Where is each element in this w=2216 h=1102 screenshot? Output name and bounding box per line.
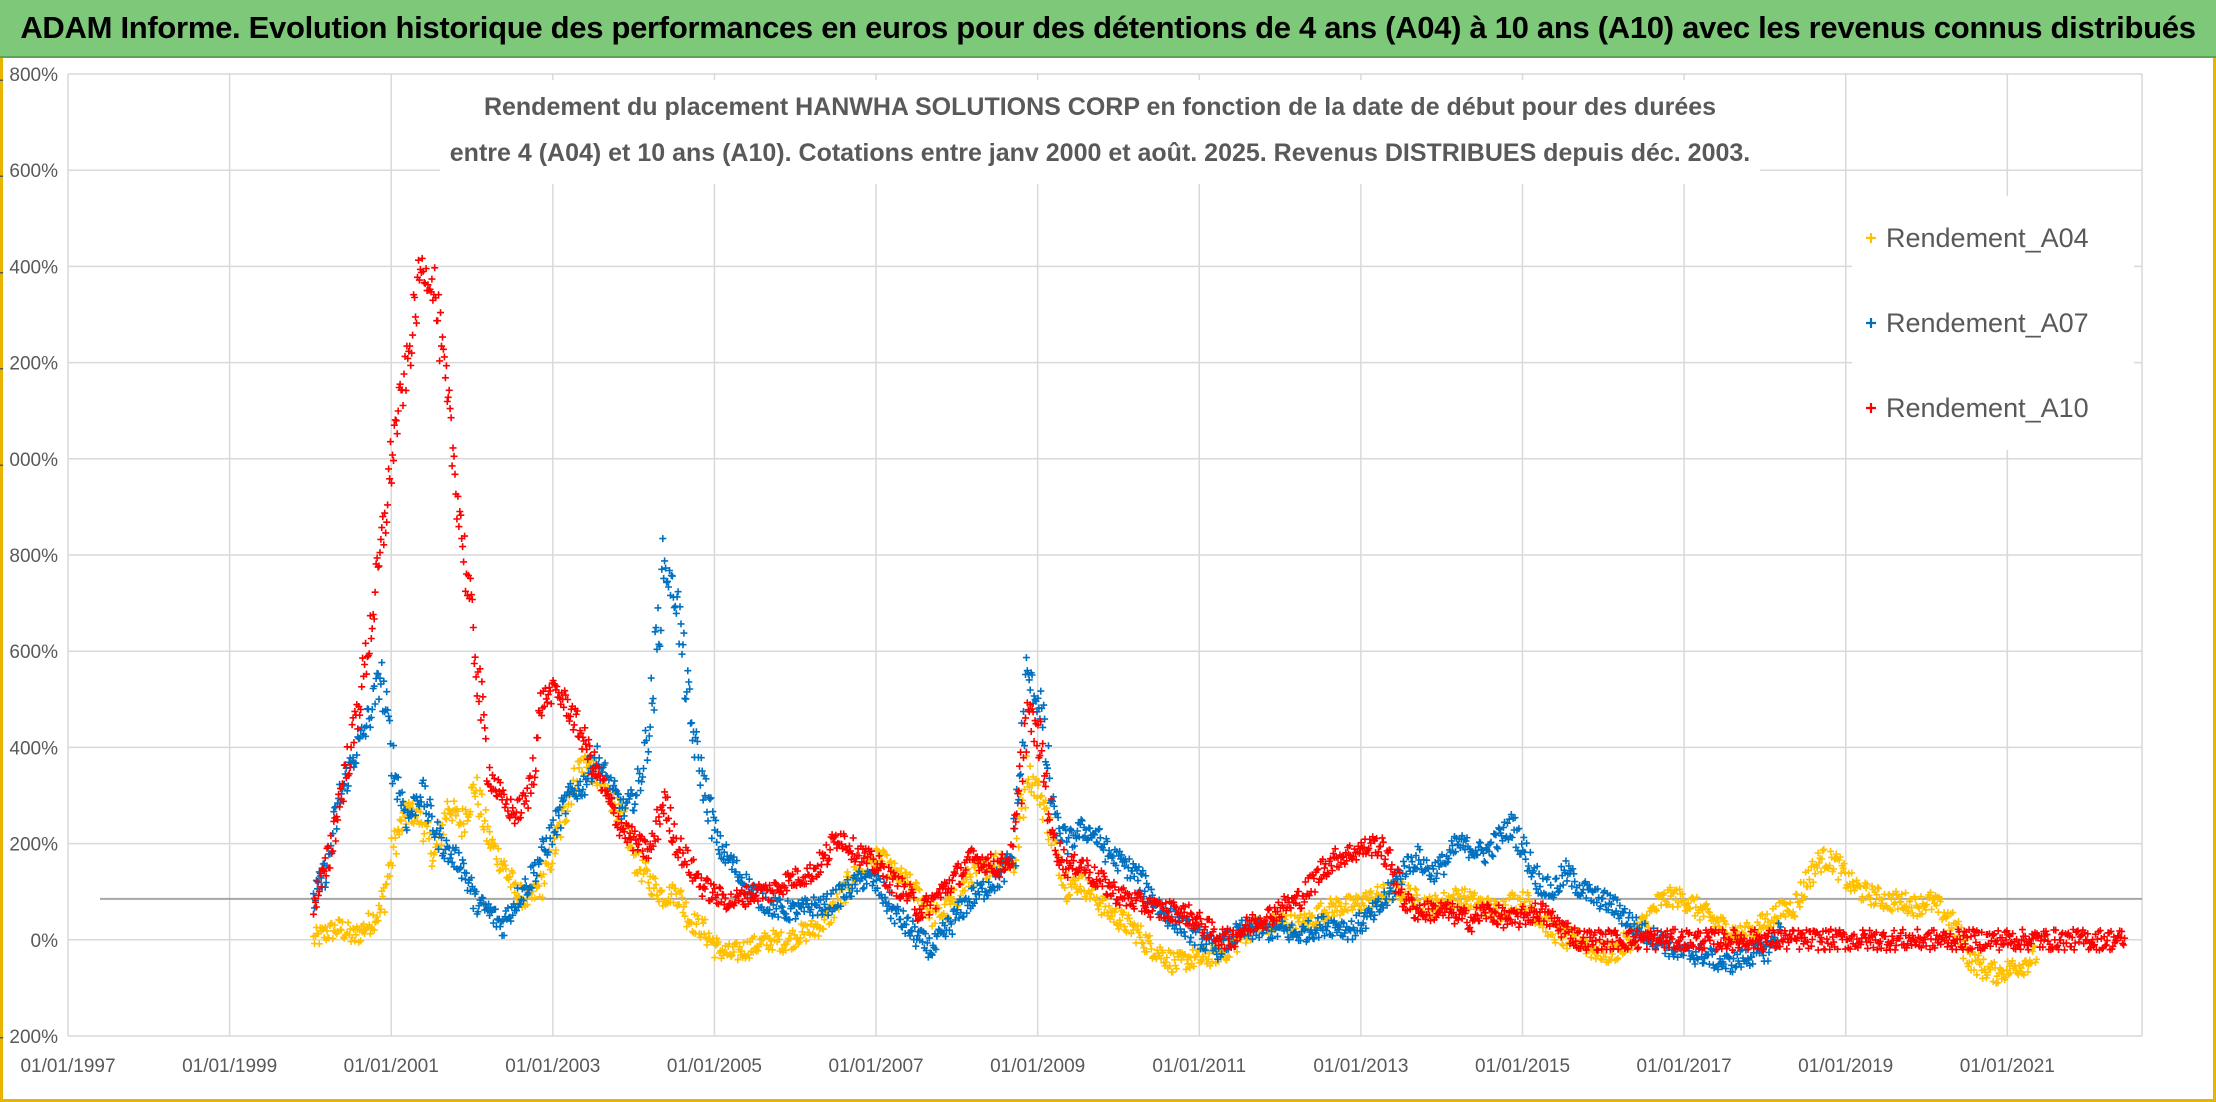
x-tick-label: 01/01/1999 [182,1056,277,1077]
series-markers [310,535,1785,976]
y-tick-label: 400% [9,738,58,759]
x-tick-label: 01/01/2001 [344,1056,439,1077]
legend-label: Rendement_A04 [1886,223,2089,253]
x-tick-label: 01/01/2003 [505,1056,600,1077]
legend-label: Rendement_A07 [1886,308,2089,338]
series-markers [310,745,2040,987]
x-tick-label: 01/01/2007 [829,1056,924,1077]
y-tick-label: 1 800% [0,65,58,86]
series-markers [310,254,2129,954]
x-tick-label: 01/01/2013 [1313,1056,1408,1077]
x-tick-label: 01/01/2017 [1637,1056,1732,1077]
axes: - 200% 0% 200% 400% 600% 800% 1 000% 1 200% 1 40… [0,65,2055,1077]
chart-title-background [440,80,1760,184]
legend-item: Rendement_A04 [1866,223,2089,253]
gridlines [67,73,2143,1037]
x-tick-label: 01/01/2015 [1475,1056,1570,1077]
chart-title-line-1: Rendement du placement HANWHA SOLUTIONS … [484,93,1716,121]
y-tick-label: 600% [9,642,58,663]
x-tick-label: 01/01/1997 [20,1056,115,1077]
x-tick-label: 01/01/2021 [1960,1056,2055,1077]
legend-label: Rendement_A10 [1886,393,2089,423]
series-Rendement_A07 [310,535,1785,976]
series-Rendement_A04 [310,745,2040,987]
legend-marker [1866,318,1876,328]
legend-item: Rendement_A10 [1866,393,2089,423]
x-tick-label: 01/01/2009 [990,1056,1085,1077]
y-tick-label: 1 000% [0,450,58,471]
series-layer [310,254,2129,987]
y-tick-label: 200% [9,835,58,856]
chart-title-line-2: entre 4 (A04) et 10 ans (A10). Cotations… [450,139,1750,167]
x-tick-label: 01/01/2019 [1798,1056,1893,1077]
series-Rendement_A10 [310,254,2129,954]
y-tick-label: 0% [31,931,59,952]
y-tick-label: 800% [9,546,58,567]
banner: ADAM Informe. Evolution historique des p… [0,0,2216,58]
legend-marker [1866,233,1876,243]
x-tick-label: 01/01/2005 [667,1056,762,1077]
chart-title-box: Rendement du placement HANWHA SOLUTIONS … [440,80,1760,184]
legend: Rendement_A04 Rendement_A07 Rendement_A10 [1852,196,2134,450]
y-tick-label: - 200% [0,1027,58,1048]
banner-title: ADAM Informe. Evolution historique des p… [20,10,2196,45]
y-tick-label: 1 200% [0,354,58,375]
y-tick-label: 1 400% [0,257,58,278]
legend-item: Rendement_A07 [1866,308,2089,338]
y-tick-label: 1 600% [0,161,58,182]
legend-marker [1866,403,1876,413]
x-tick-label: 01/01/2011 [1152,1056,1246,1077]
legend-background [1852,196,2134,450]
